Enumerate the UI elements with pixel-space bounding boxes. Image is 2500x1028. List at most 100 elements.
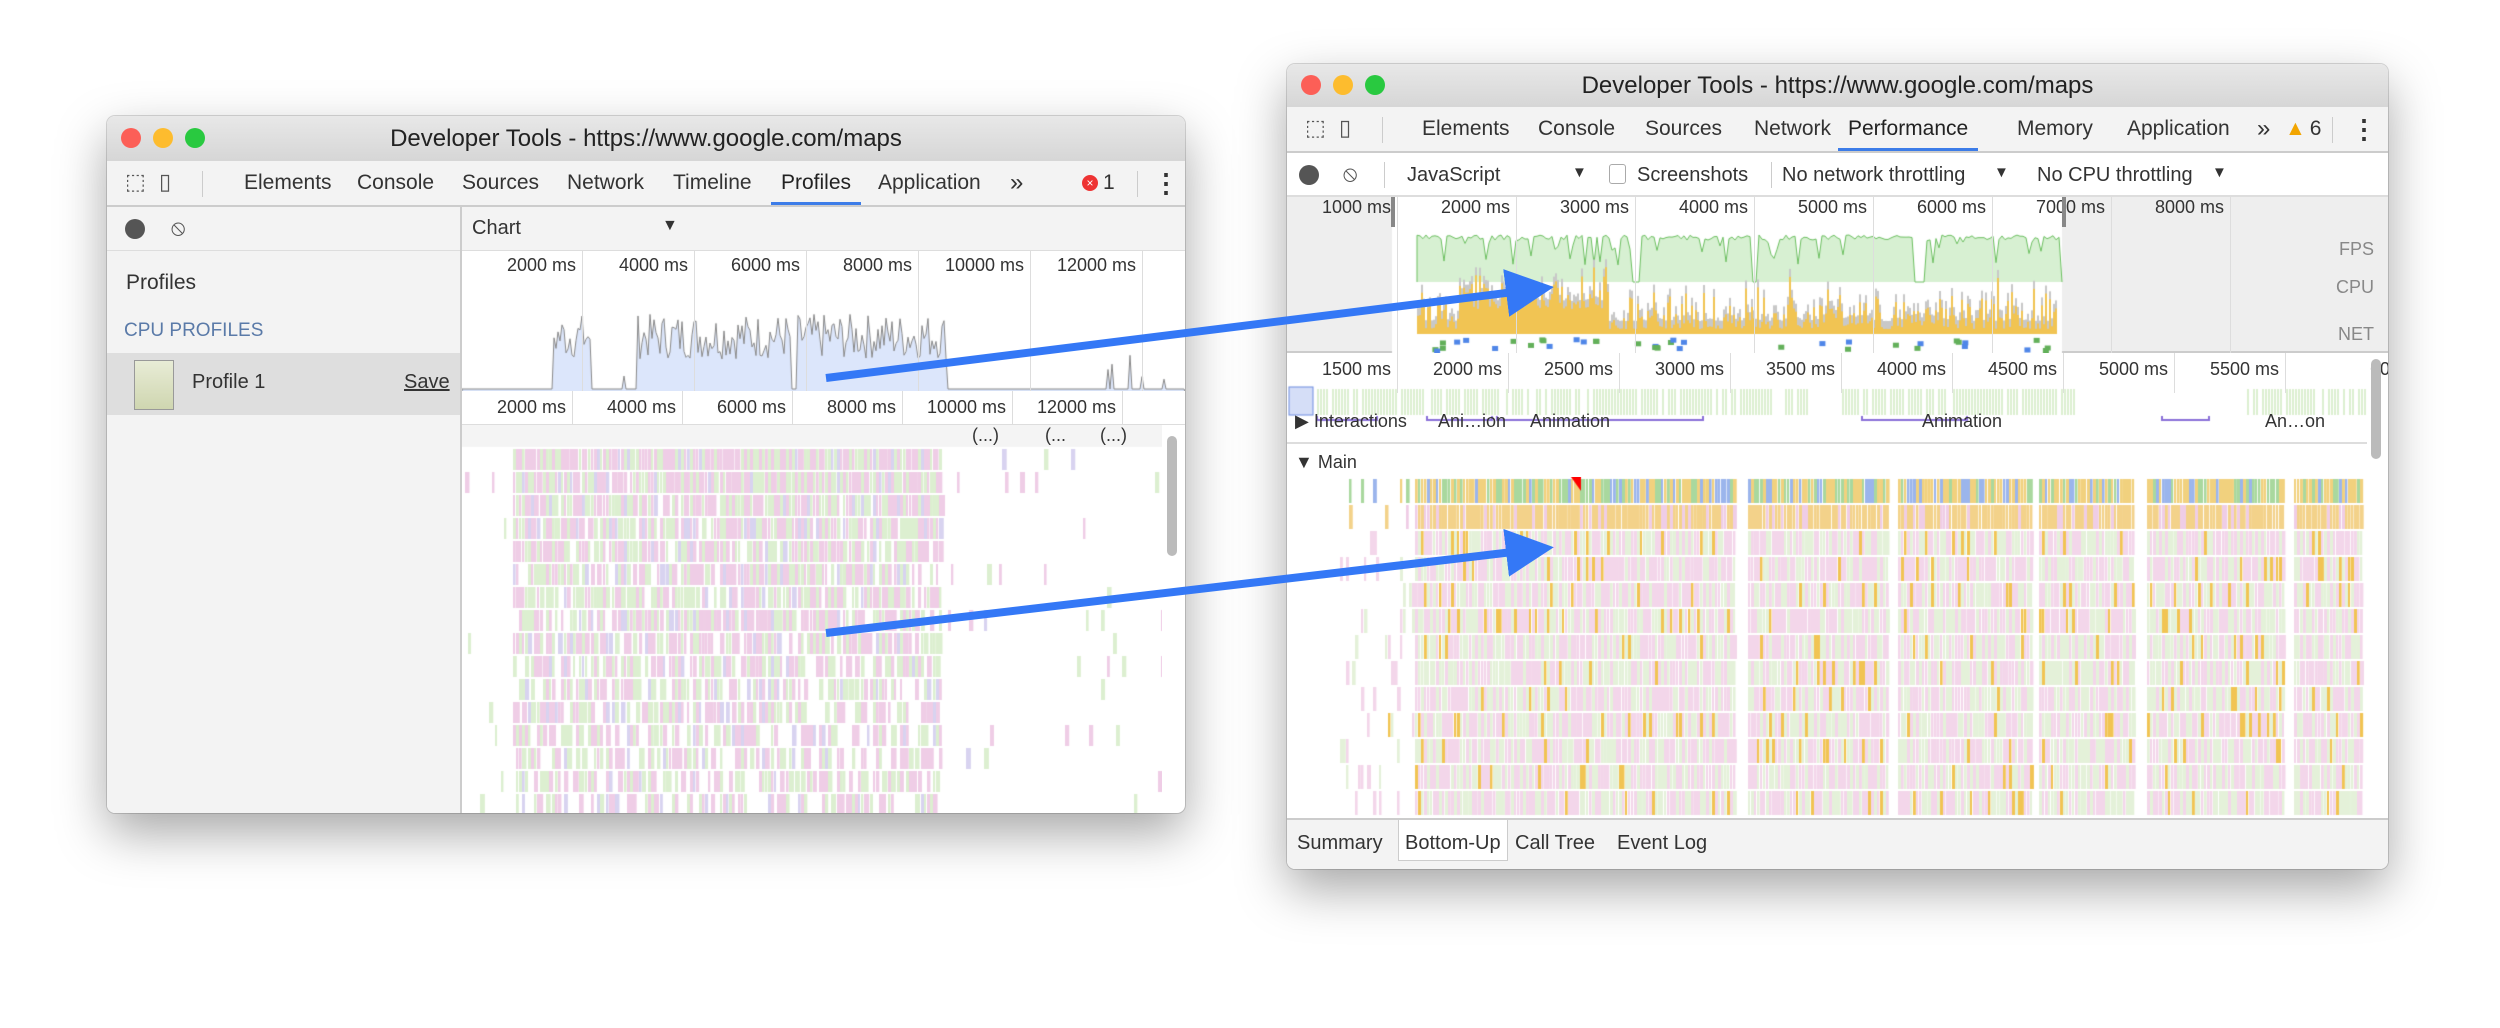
- category-select[interactable]: JavaScript ▼: [1407, 164, 1587, 186]
- ruler-tick: 4000 ms: [606, 397, 676, 417]
- range-handle-right[interactable]: [2062, 197, 2066, 227]
- ruler-tick: 4500 ms: [1987, 359, 2057, 379]
- interaction-item[interactable]: Animation: [1922, 411, 2003, 431]
- screenshots-checkbox[interactable]: [1609, 164, 1626, 184]
- grid-line: [694, 251, 695, 391]
- more-tabs-button[interactable]: »: [1010, 169, 1024, 196]
- ruler-tick: 2000 ms: [1432, 359, 1502, 379]
- grid-line: [2063, 353, 2064, 393]
- record-button[interactable]: [1299, 165, 1319, 185]
- grid-line: [582, 251, 583, 391]
- flame-chart[interactable]: [462, 425, 1162, 813]
- screenshots-label[interactable]: Screenshots: [1637, 164, 1749, 186]
- tab-application[interactable]: Application: [878, 171, 981, 194]
- tab-network[interactable]: Network: [567, 171, 645, 194]
- tab-timeline[interactable]: Timeline: [673, 171, 752, 194]
- tab-summary[interactable]: Summary: [1297, 832, 1383, 854]
- main-thread-header[interactable]: ▼ Main: [1295, 452, 1357, 472]
- collapse-arrow-icon: ▼: [1295, 452, 1318, 472]
- warning-badge[interactable]: ▲ 6: [2285, 107, 2321, 151]
- tab-console[interactable]: Console: [357, 171, 435, 194]
- interactions-row[interactable]: ▶ Interactions: [1295, 411, 1407, 431]
- view-select[interactable]: Chart ▼: [472, 217, 678, 239]
- tab-call-tree[interactable]: Call Tree: [1515, 832, 1596, 854]
- close-window-button[interactable]: [1301, 75, 1321, 95]
- grid-line: [2174, 353, 2175, 393]
- grid-line: [918, 251, 919, 391]
- tab-bottom-up[interactable]: Bottom-Up: [1398, 820, 1508, 861]
- vertical-scrollbar[interactable]: [1167, 436, 1177, 556]
- grid-line: [572, 391, 573, 424]
- panel-tabs: ⬚ ▯ Elements Console Sources Network Tim…: [107, 161, 1185, 207]
- tab-sources[interactable]: Sources: [462, 171, 540, 194]
- window-title: Developer Tools - https://www.google.com…: [390, 125, 902, 152]
- tab-elements[interactable]: Elements: [244, 171, 332, 194]
- overview-tick: 1000 ms: [1321, 197, 1391, 217]
- title-bar: Developer Tools - https://www.google.com…: [107, 116, 1185, 161]
- tab-network[interactable]: Network: [1754, 117, 1832, 140]
- overview[interactable]: 2000 ms 4000 ms 6000 ms 8000 ms 10000 ms 1200…: [462, 251, 1185, 391]
- tab-event-log[interactable]: Event Log: [1617, 832, 1708, 854]
- more-tabs-button[interactable]: »: [2257, 115, 2271, 142]
- panel-tabs: ⬚ ▯ Elements Console Sources Network Per…: [1287, 107, 2388, 153]
- minimize-window-button[interactable]: [153, 128, 173, 148]
- cpu-profiles-section: CPU PROFILES: [124, 320, 264, 341]
- main-flame-chart[interactable]: [1287, 477, 2367, 817]
- save-link[interactable]: Save: [404, 371, 450, 393]
- interaction-item[interactable]: An…on: [2265, 411, 2326, 431]
- menu-kebab-icon[interactable]: ⋮: [2351, 113, 2377, 144]
- interaction-item[interactable]: Ani…ion: [1438, 411, 1507, 431]
- tab-application[interactable]: Application: [2127, 117, 2230, 140]
- warning-icon: ▲: [2285, 117, 2306, 140]
- tab-sources[interactable]: Sources: [1645, 117, 1723, 140]
- overview-tick: 5000 ms: [1797, 197, 1867, 217]
- tab-elements[interactable]: Elements: [1422, 117, 1510, 140]
- close-window-button[interactable]: [121, 128, 141, 148]
- tab-performance[interactable]: Performance: [1837, 107, 1979, 151]
- timeline-overview[interactable]: 1000 ms 2000 ms 3000 ms 4000 ms 5000 ms 6000 …: [1287, 197, 2388, 353]
- grid-line: [1619, 353, 1620, 393]
- record-button[interactable]: [125, 219, 145, 239]
- details-tabs: Summary Bottom-Up Call Tree Event Log: [1287, 818, 2388, 869]
- error-badge[interactable]: × 1: [1082, 161, 1115, 205]
- device-toggle-icon[interactable]: ▯: [159, 169, 172, 194]
- zoom-window-button[interactable]: [1365, 75, 1385, 95]
- grid-line: [806, 251, 807, 391]
- device-toggle-icon[interactable]: ▯: [1339, 115, 1352, 140]
- clear-icon[interactable]: ⦸: [1343, 161, 1358, 186]
- tab-profiles[interactable]: Profiles: [770, 161, 862, 205]
- menu-kebab-icon[interactable]: ⋮: [1153, 167, 1179, 198]
- grid-line: [2111, 197, 2112, 353]
- ruler-tick: 4000 ms: [1876, 359, 1946, 379]
- profile-item[interactable]: Profile 1 Save: [107, 353, 460, 415]
- minimize-window-button[interactable]: [1333, 75, 1353, 95]
- zoom-window-button[interactable]: [185, 128, 205, 148]
- clear-icon[interactable]: ⦸: [171, 215, 186, 240]
- range-handle-left[interactable]: [1391, 197, 1395, 227]
- interactions-track[interactable]: [1287, 379, 2367, 439]
- interaction-item[interactable]: Animation: [1530, 411, 1611, 431]
- ruler-tick: 8000 ms: [826, 397, 896, 417]
- grid-line: [902, 391, 903, 424]
- vertical-scrollbar[interactable]: [2371, 359, 2381, 459]
- grid-line: [1516, 197, 1517, 353]
- inspect-element-icon[interactable]: ⬚: [125, 169, 146, 194]
- inspect-element-icon[interactable]: ⬚: [1305, 115, 1326, 140]
- network-throttle-select[interactable]: No network throttling ▼: [1782, 164, 2009, 186]
- overview-tick: 3000 ms: [1559, 197, 1629, 217]
- grid-line: [1873, 197, 1874, 353]
- flame-label[interactable]: (...): [972, 425, 999, 445]
- tab-console[interactable]: Console: [1538, 117, 1616, 140]
- overview-tick: 8000 ms: [2154, 197, 2224, 217]
- overview-tick: 6000 ms: [730, 255, 800, 275]
- tab-memory[interactable]: Memory: [2017, 117, 2093, 140]
- flame-label[interactable]: (...: [1045, 425, 1066, 445]
- fps-label: FPS: [2338, 239, 2374, 259]
- title-bar: Developer Tools - https://www.google.com…: [1287, 64, 2388, 107]
- flame-label[interactable]: (...): [1100, 425, 1127, 445]
- right-devtools-window: Developer Tools - https://www.google.com…: [1287, 64, 2388, 869]
- profile-name: Profile 1: [192, 371, 266, 393]
- cpu-throttle-select[interactable]: No CPU throttling ▼: [2037, 164, 2227, 186]
- grid-line: [1992, 197, 1993, 353]
- overview-tick: 4000 ms: [1678, 197, 1748, 217]
